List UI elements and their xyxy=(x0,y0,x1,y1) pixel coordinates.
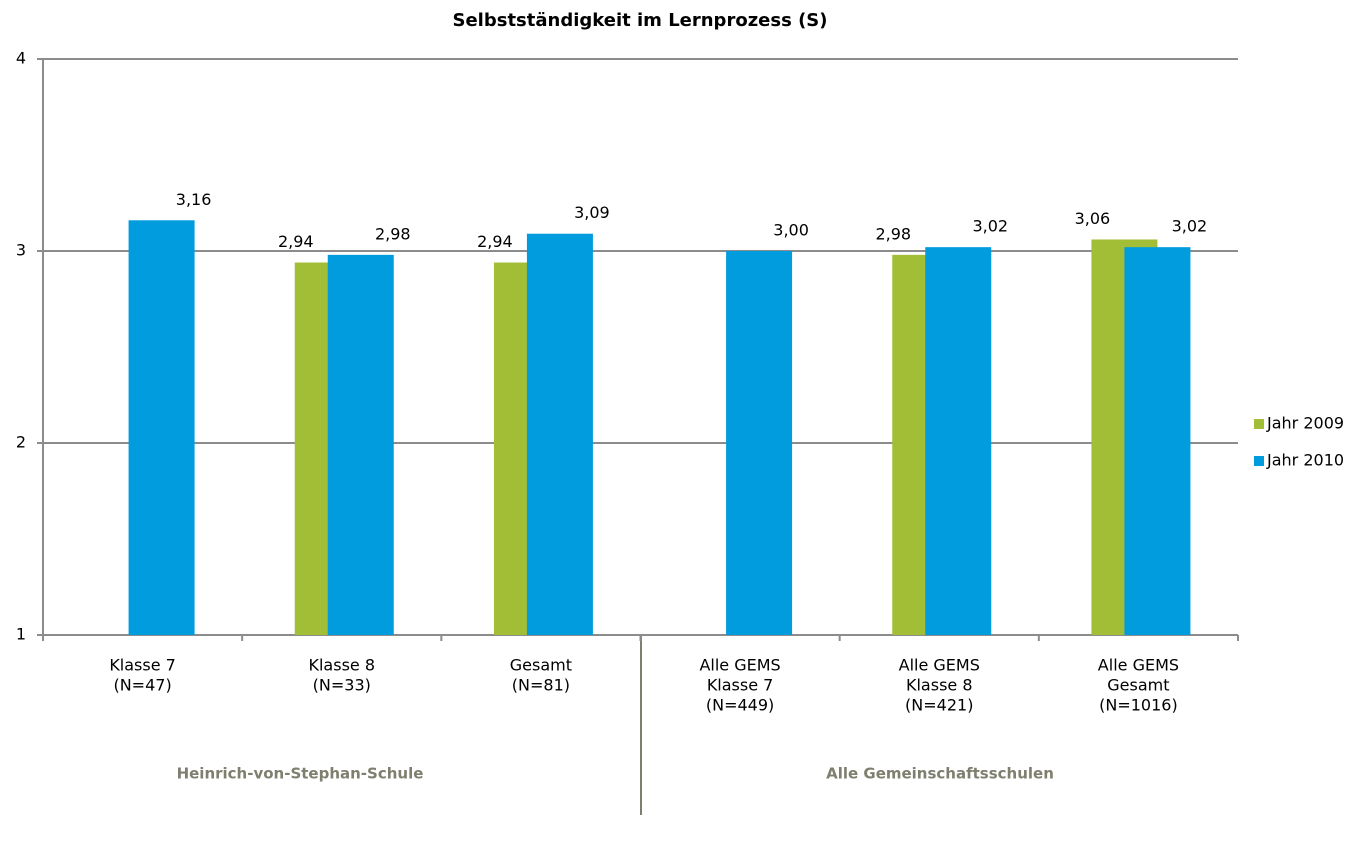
x-tick-label: (N=1016) xyxy=(1099,696,1178,715)
group-label: Alle Gemeinschaftsschulen xyxy=(826,765,1054,783)
value-label: 3,02 xyxy=(972,217,1008,236)
x-tick-label: Alle GEMS xyxy=(899,656,980,675)
bar xyxy=(726,251,793,635)
chart-title: Selbstständigkeit im Lernprozess (S) xyxy=(453,10,828,31)
x-tick-label: (N=81) xyxy=(512,676,570,695)
x-tick-label: Klasse 8 xyxy=(308,656,375,675)
x-tick-label: (N=421) xyxy=(905,696,973,715)
x-tick-label: (N=449) xyxy=(706,696,774,715)
value-label: 3,02 xyxy=(1172,217,1208,236)
value-label: 3,09 xyxy=(574,203,610,222)
value-label: 3,16 xyxy=(176,190,212,209)
x-tick-label: Klasse 7 xyxy=(109,656,176,675)
x-tick-label: Klasse 7 xyxy=(707,676,774,695)
legend-label: Jahr 2010 xyxy=(1266,451,1344,470)
x-tick-label: Alle GEMS xyxy=(699,656,780,675)
bar xyxy=(526,233,593,635)
value-label: 2,98 xyxy=(875,224,911,243)
legend-label: Jahr 2009 xyxy=(1266,414,1344,433)
x-tick-label: Gesamt xyxy=(510,656,572,675)
y-tick-label: 2 xyxy=(16,433,26,452)
bar xyxy=(327,254,394,635)
x-tick-label: (N=47) xyxy=(113,676,171,695)
legend-swatch xyxy=(1254,419,1264,429)
value-label: 2,94 xyxy=(477,232,513,251)
y-tick-label: 3 xyxy=(16,241,26,260)
x-tick-label: Alle GEMS xyxy=(1098,656,1179,675)
value-label: 3,06 xyxy=(1075,209,1111,228)
value-label: 2,94 xyxy=(278,232,314,251)
x-tick-label: Gesamt xyxy=(1107,676,1169,695)
bar xyxy=(1124,247,1191,635)
x-tick-label: (N=33) xyxy=(313,676,371,695)
y-tick-label: 1 xyxy=(16,625,26,644)
value-label: 2,98 xyxy=(375,224,411,243)
bar xyxy=(128,220,195,635)
bar xyxy=(925,247,992,635)
group-label: Heinrich-von-Stephan-Schule xyxy=(177,765,424,783)
legend-swatch xyxy=(1254,456,1264,466)
y-tick-label: 4 xyxy=(16,49,26,68)
x-tick-label: Klasse 8 xyxy=(906,676,973,695)
value-label: 3,00 xyxy=(773,221,809,240)
